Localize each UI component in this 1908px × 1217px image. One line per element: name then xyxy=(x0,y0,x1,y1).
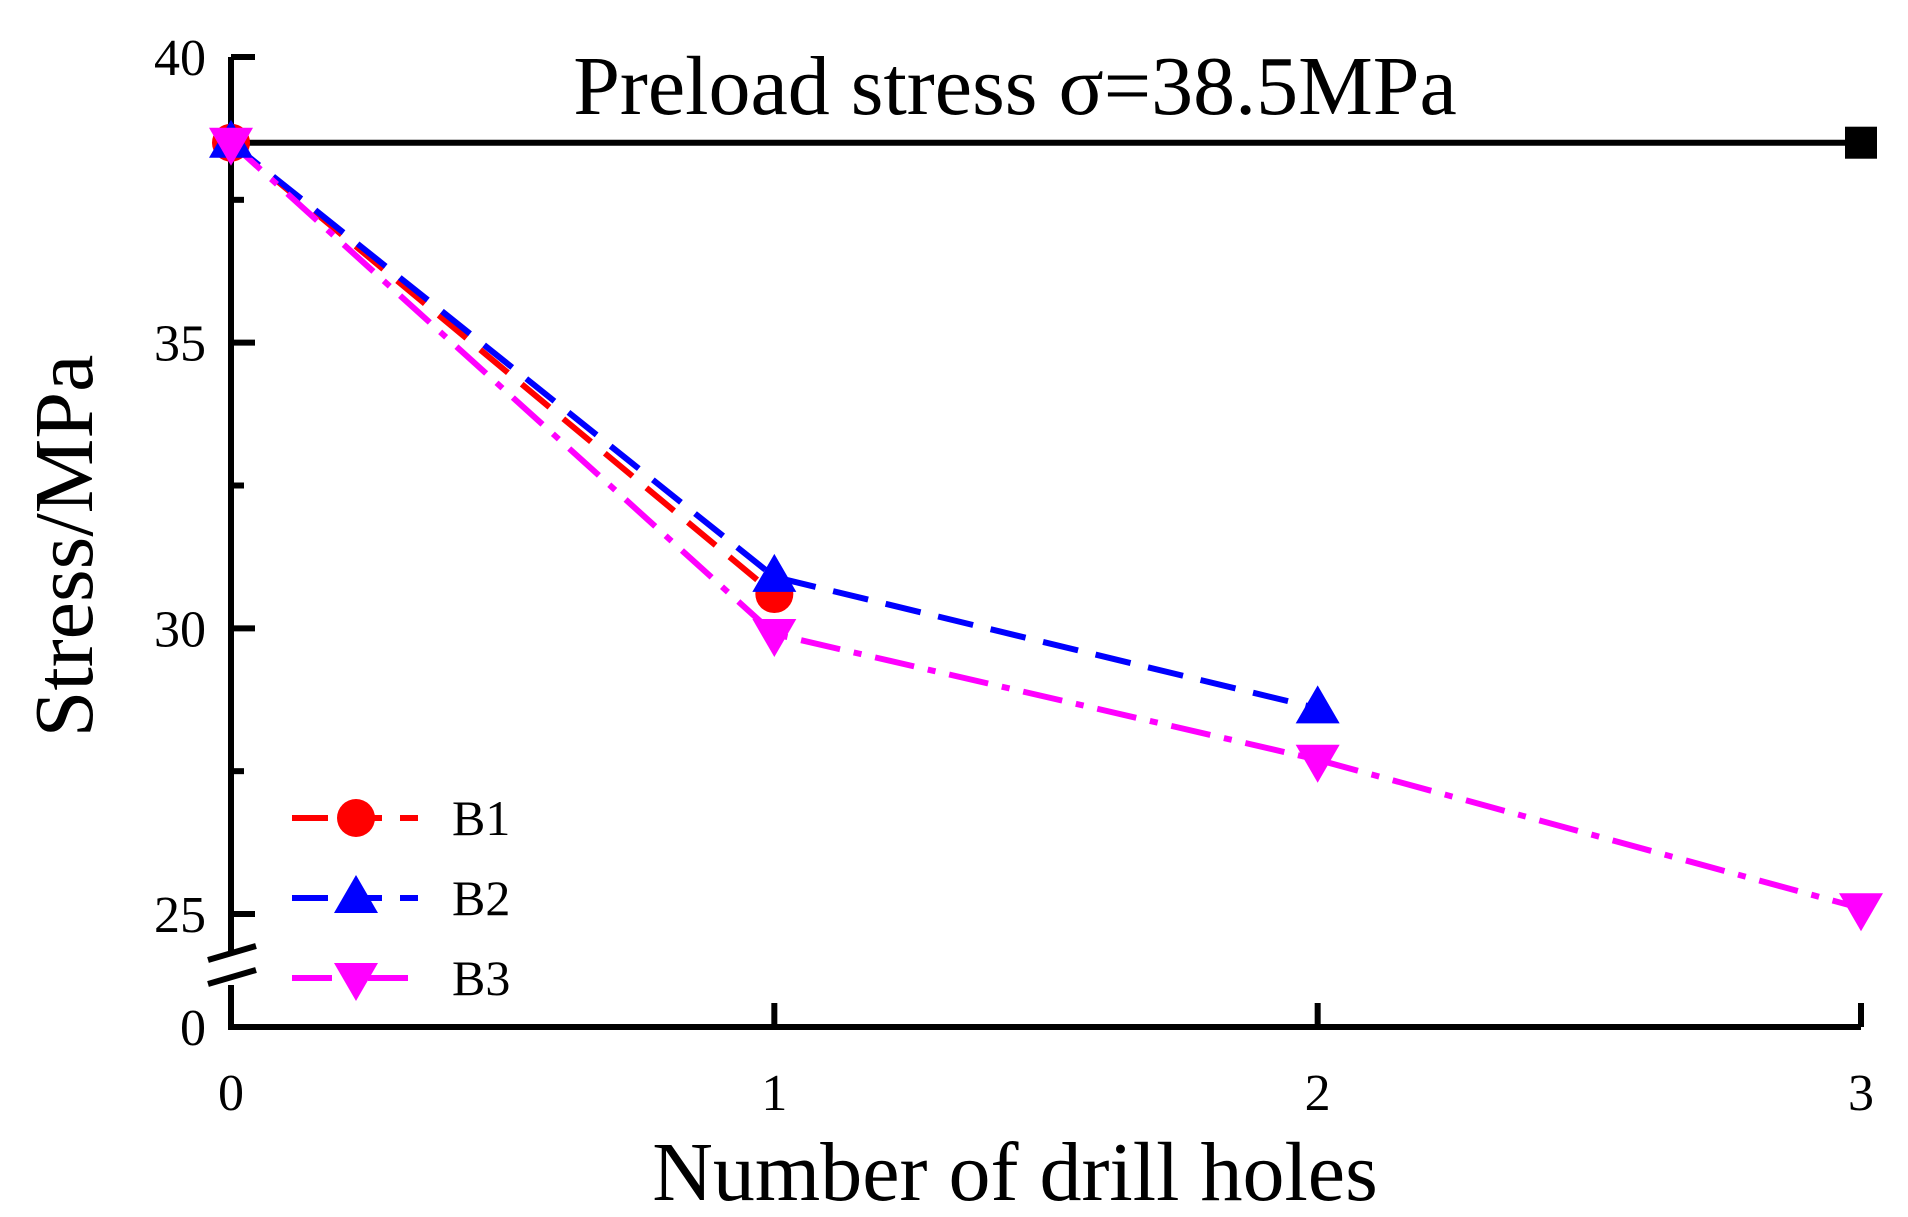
series-line-b1 xyxy=(229,140,777,597)
y-tick-label: 40 xyxy=(154,30,206,87)
data-point-b2 xyxy=(1295,685,1340,724)
data-point-b3 xyxy=(752,619,797,658)
series-group xyxy=(209,119,1883,932)
y-axis-break-mark xyxy=(207,967,257,987)
x-tick-label: 2 xyxy=(1305,1065,1331,1122)
reference-line-group xyxy=(231,126,1877,159)
series-line-b2 xyxy=(229,140,1319,712)
data-point-b3 xyxy=(209,127,253,166)
y-axis-break-mark xyxy=(207,943,257,963)
y-break-tick-label: 0 xyxy=(180,1000,206,1057)
legend-label-b3: B3 xyxy=(452,950,510,1006)
y-tick-label: 30 xyxy=(154,601,206,658)
legend-label-b2: B2 xyxy=(452,870,510,926)
y-tick-label: 25 xyxy=(154,887,206,944)
legend-marker-b1 xyxy=(337,799,375,837)
legend-label-b1: B1 xyxy=(452,790,510,846)
axes: 25 30 35 40 00 1 2 3 xyxy=(154,30,1874,1122)
data-point-b2 xyxy=(752,553,797,592)
x-axis-title: Number of drill holes xyxy=(652,1126,1378,1217)
y-tick-label: 35 xyxy=(154,316,206,373)
y-axis-title: Stress/MPa xyxy=(18,355,111,738)
preload-annotation: Preload stress σ=38.5MPa xyxy=(573,40,1457,133)
legend-marker-b2 xyxy=(334,875,378,913)
legend: B1 B2 B3 xyxy=(292,790,510,1006)
reference-end-marker xyxy=(1845,126,1877,159)
x-tick-label: 0 xyxy=(218,1065,244,1122)
data-point-b3 xyxy=(1839,893,1883,932)
legend-marker-b3 xyxy=(334,963,378,1001)
series-line-b3 xyxy=(228,140,1862,912)
x-tick-label: 3 xyxy=(1848,1065,1874,1122)
data-point-b3 xyxy=(1295,744,1340,783)
x-tick-label: 1 xyxy=(761,1065,787,1122)
